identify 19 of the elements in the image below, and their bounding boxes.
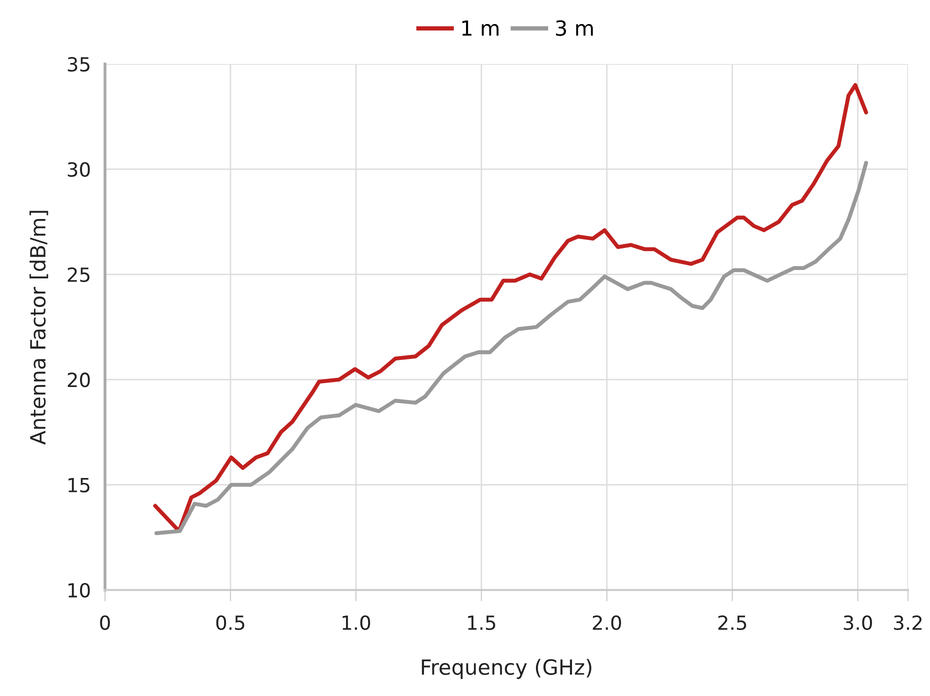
y-axis-title: Antenna Factor [dB/m] xyxy=(30,210,48,445)
x-tick-label: 3.2 xyxy=(894,615,922,630)
legend-label: 3 m xyxy=(556,20,593,36)
line-series xyxy=(154,160,868,536)
y-tick-label: 10 xyxy=(68,582,90,598)
y-tick-label: 15 xyxy=(68,478,90,492)
x-tick-label: 0 xyxy=(100,615,110,630)
x-tick-label: 2.0 xyxy=(592,615,622,630)
x-tick-label: 1.5 xyxy=(468,616,496,630)
legend-label: 1 m xyxy=(462,20,498,36)
y-tick-label: 20 xyxy=(68,372,90,388)
x-tick-label: 3.0 xyxy=(844,615,872,630)
y-tick-label: 25 xyxy=(68,267,90,282)
x-tick-label: 2.5 xyxy=(718,615,746,630)
y-tick-label: 35 xyxy=(68,56,90,72)
y-tick-label: 30 xyxy=(68,162,90,177)
x-axis-title: Frequency (GHz) xyxy=(422,658,592,679)
x-tick-label: 0.5 xyxy=(216,615,244,630)
x-tick-label: 1.0 xyxy=(342,615,370,630)
